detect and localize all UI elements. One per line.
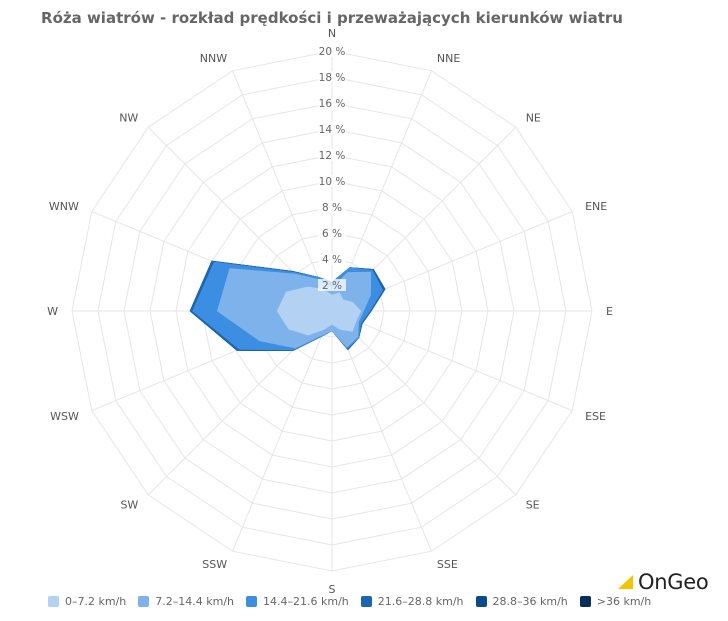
tick-label-bg xyxy=(318,253,346,265)
direction-label: NNE xyxy=(437,52,460,65)
grid-spoke xyxy=(232,310,333,552)
legend: 0–7.2 km/h 7.2–14.4 km/h 14.4–21.6 km/h 21.… xyxy=(48,593,663,609)
radial-tick-label: 2 % xyxy=(322,280,342,292)
legend-item[interactable]: 14.4–21.6 km/h xyxy=(246,595,349,608)
direction-label: ENE xyxy=(585,200,607,213)
radial-tick-label: 6 % xyxy=(322,228,342,240)
legend-swatch xyxy=(360,595,372,607)
tick-label-bg xyxy=(318,175,346,187)
axis-labels: 2 % 4 % 6 % 8 % 10 % 12 % 14 % 16 % 18 % 20 % N NNE… xyxy=(47,27,613,596)
legend-item[interactable]: >36 km/h xyxy=(579,594,652,608)
direction-label: E xyxy=(606,305,613,318)
tick-label-bg xyxy=(318,123,346,135)
legend-label: >36 km/h xyxy=(596,594,652,608)
legend-label: 21.6–28.8 km/h xyxy=(377,594,464,608)
series-area xyxy=(276,286,362,336)
radial-tick-label: 4 % xyxy=(322,254,342,266)
grid-spoke xyxy=(232,70,333,312)
direction-label: W xyxy=(47,305,58,318)
legend-label: 14.4–21.6 km/h xyxy=(263,594,349,608)
logo-text: OnGeo xyxy=(638,570,709,594)
radial-tick-label: 14 % xyxy=(319,124,346,136)
tick-label-bg xyxy=(318,201,346,213)
radial-tick-label: 18 % xyxy=(319,72,346,84)
direction-label: SSE xyxy=(437,558,458,571)
radial-tick-label: 12 % xyxy=(319,150,346,162)
grid-spoke xyxy=(331,310,517,496)
series-layer xyxy=(189,260,386,351)
radial-tick-label: 16 % xyxy=(319,98,346,110)
radial-tick-label: 10 % xyxy=(319,176,346,188)
direction-label: WSW xyxy=(50,410,79,423)
tick-label-bg xyxy=(318,279,346,291)
legend-swatch xyxy=(579,595,591,607)
legend-item[interactable]: 0–7.2 km/h xyxy=(48,595,126,608)
legend-item[interactable]: 28.8–36 km/h xyxy=(475,594,568,608)
legend-swatch xyxy=(48,595,59,607)
legend-item[interactable]: 7.2–14.4 km/h xyxy=(138,595,234,608)
direction-label: ESE xyxy=(585,410,606,423)
tick-label-bg xyxy=(318,71,346,83)
legend-swatch xyxy=(246,595,258,607)
ongeo-logo: OnGeo xyxy=(617,570,709,594)
radial-tick-label: 8 % xyxy=(322,202,342,214)
direction-label: SW xyxy=(120,499,138,512)
direction-label: S xyxy=(329,583,336,596)
direction-label: NNW xyxy=(200,52,227,65)
direction-label: N xyxy=(328,27,336,40)
direction-label: SE xyxy=(526,499,540,512)
legend-label: 28.8–36 km/h xyxy=(492,594,568,608)
tick-label-bg xyxy=(318,45,346,57)
legend-label: 0–7.2 km/h xyxy=(65,594,127,608)
direction-label: NE xyxy=(526,111,541,124)
legend-label: 7.2–14.4 km/h xyxy=(155,594,235,608)
tick-label-bg xyxy=(318,97,346,109)
legend-swatch xyxy=(138,595,150,607)
grid-spoke xyxy=(331,310,573,411)
direction-label: SSW xyxy=(202,558,227,571)
chart-title: Róża wiatrów - rozkład prędkości i przew… xyxy=(41,9,623,27)
legend-item[interactable]: 21.6–28.8 km/h xyxy=(360,594,464,608)
direction-label: WNW xyxy=(49,200,79,213)
legend-swatch xyxy=(475,595,487,607)
tick-label-bg xyxy=(318,149,346,161)
grid-spoke xyxy=(331,310,432,552)
ongeo-triangle-icon xyxy=(618,575,633,589)
radial-tick-label: 20 % xyxy=(319,46,346,58)
tick-label-bg xyxy=(318,227,346,239)
direction-label: NW xyxy=(119,111,138,124)
